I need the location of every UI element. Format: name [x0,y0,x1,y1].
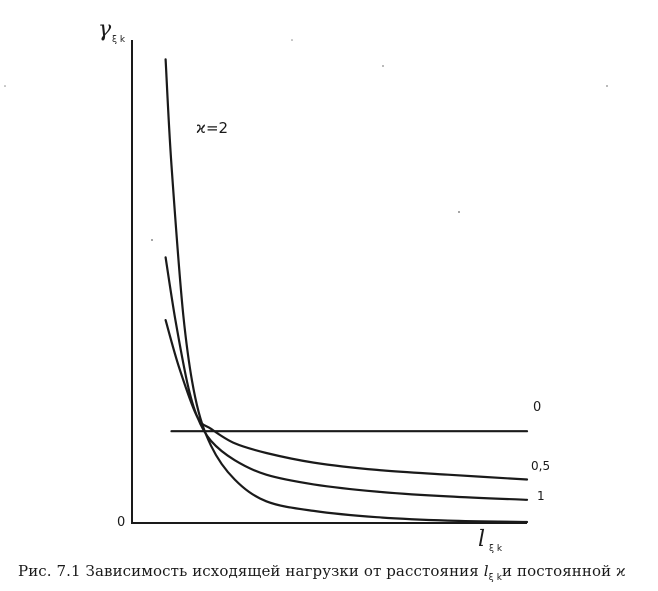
caption-symbol-subscript: ξ k [488,573,503,583]
caption-suffix: и постоянной ϰ [502,562,626,580]
y-axis-label-subscript: ξ k [112,35,126,45]
series-line-k2 [164,58,529,524]
series-label-k2: ϰ=2 [196,119,228,137]
series-label-k05: 0,5 [531,459,550,473]
figure-caption: Рис. 7.1 Зависимость исходящей нагрузки … [18,562,658,583]
x-axis-label-subscript: ξ k [489,544,503,554]
series-line-k1 [164,256,529,501]
scan-speck [151,239,153,241]
caption-symbol: l [483,562,489,580]
scan-speck [382,65,384,67]
scan-speck [4,85,6,87]
x-axis-label: l [478,527,485,552]
origin-label: 0 [117,515,125,530]
scan-speck [458,211,460,213]
series-label-k0: 0 [533,400,541,415]
y-axis-label: γ [98,17,112,42]
scan-speck [606,85,608,87]
series-line-k05 [164,319,529,481]
series-label-k1: 1 [537,489,545,503]
scan-speck [291,39,293,41]
caption-prefix: Рис. 7.1 Зависимость исходящей нагрузки … [18,562,484,580]
